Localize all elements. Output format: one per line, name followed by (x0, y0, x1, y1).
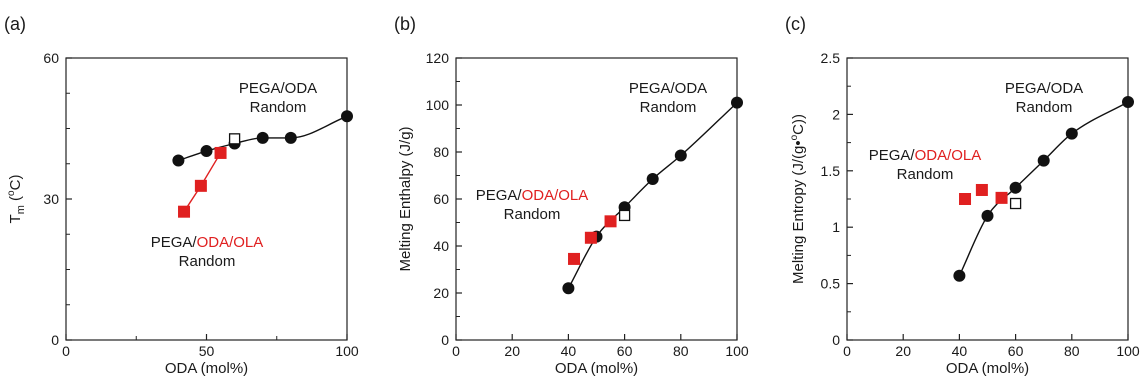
y-axis-label: Melting Entropy (J/(g•oC)) (789, 114, 807, 284)
data-point-open-square (1009, 197, 1022, 210)
annotation-red-line: PEGA/ODA/OLA (151, 234, 264, 251)
chart-panel-2: (b) 0 20 40 60 80 100 0 20 40 60 80 100 120 ODA (mol%)… (394, 14, 749, 377)
y-tick-label: 100 (426, 97, 450, 113)
x-tick-label: 100 (1116, 343, 1140, 359)
y-tick-label: 80 (433, 144, 449, 160)
data-point-circle (981, 209, 994, 222)
data-point-circle (1122, 95, 1134, 108)
y-tick-label: 2.5 (821, 50, 841, 66)
data-point-circle (674, 149, 687, 162)
x-tick-label: 40 (952, 343, 968, 359)
chart-panel-3: (c) 0 20 40 60 80 100 0 0.5 1 1.5 2 2.5 ODA (mol%) Mel… (785, 14, 1140, 377)
data-point-square (584, 231, 597, 244)
annotation-red-line: PEGA/ODA/OLA (476, 187, 589, 204)
data-point-circle (200, 145, 213, 158)
y-tick-label: 1 (832, 219, 840, 235)
y-tick-label: 0 (51, 332, 59, 348)
y-tick-label: 0 (832, 332, 840, 348)
data-point-circle (731, 96, 743, 109)
x-axis-label: ODA (mol%) (555, 360, 638, 377)
data-point-circle (1065, 127, 1078, 140)
y-tick-label: 120 (426, 50, 450, 66)
x-tick-label: 80 (1064, 343, 1080, 359)
data-point-open-square (618, 209, 631, 222)
data-point-square (194, 179, 207, 192)
annotation-black-line: PEGA/ODA (1005, 80, 1083, 97)
data-point-circle (646, 173, 659, 186)
annotation-black-line: PEGA/ODA (239, 80, 317, 97)
y-axis-label: Melting Enthalpy (J/g) (397, 126, 414, 271)
y-tick-label: 20 (433, 285, 449, 301)
x-tick-label: 0 (843, 343, 851, 359)
y-tick-label: 0 (441, 332, 449, 348)
annotation-black-line: PEGA/ODA (629, 80, 707, 97)
data-point-square (604, 215, 617, 228)
data-point-open-square (228, 133, 241, 145)
y-tick-label: 1.5 (821, 163, 841, 179)
x-tick-label: 20 (504, 343, 520, 359)
y-tick-label: 0.5 (821, 276, 841, 292)
annotation-red-line: Random (504, 206, 561, 223)
fit-curve (567, 102, 738, 289)
fit-curve (958, 101, 1129, 276)
x-tick-label: 60 (1008, 343, 1024, 359)
y-tick-label: 60 (433, 191, 449, 207)
x-tick-label: 80 (673, 343, 689, 359)
x-axis-label: ODA (mol%) (165, 360, 248, 377)
data-point-circle (953, 269, 966, 282)
annotation-red-line: Random (179, 253, 236, 270)
x-tick-label: 60 (617, 343, 633, 359)
data-point-square (959, 193, 972, 205)
annotation-black-line: Random (250, 99, 307, 116)
y-axis-label: Tm (oC) (6, 175, 27, 224)
x-tick-label: 0 (62, 343, 70, 359)
x-axis-label: ODA (mol%) (946, 360, 1029, 377)
data-point-square (995, 191, 1008, 204)
data-point-circle (562, 282, 575, 295)
x-tick-label: 100 (335, 343, 359, 359)
data-point-square (214, 146, 227, 159)
data-point-square (178, 205, 191, 218)
panel-label: (a) (4, 14, 26, 34)
x-tick-label: 0 (452, 343, 460, 359)
annotation-black-line: Random (640, 99, 697, 116)
y-tick-label: 40 (433, 238, 449, 254)
annotation-red-line: Random (897, 166, 954, 183)
x-tick-label: 20 (895, 343, 911, 359)
data-point-square (568, 252, 581, 265)
x-tick-label: 40 (561, 343, 577, 359)
annotation-black-line: Random (1016, 99, 1073, 116)
y-tick-label: 60 (43, 50, 59, 66)
data-point-circle (172, 154, 185, 167)
panel-label: (c) (785, 14, 806, 34)
y-tick-label: 2 (832, 106, 840, 122)
data-point-square (975, 183, 988, 196)
data-point-circle (1009, 181, 1022, 194)
x-tick-label: 50 (199, 343, 215, 359)
data-point-circle (1037, 154, 1050, 167)
x-tick-label: 100 (725, 343, 749, 359)
annotation-red-line: PEGA/ODA/OLA (869, 147, 982, 164)
data-point-circle (256, 131, 269, 144)
data-point-circle (341, 110, 353, 123)
y-tick-label: 30 (43, 191, 59, 207)
chart-panel-1: (a) 0 50 100 0 30 60 ODA (mol%) Tm (oC) PEGA/ODA R… (4, 14, 359, 377)
panel-label: (b) (394, 14, 416, 34)
plot-frame (846, 57, 1129, 341)
data-point-circle (284, 131, 297, 144)
